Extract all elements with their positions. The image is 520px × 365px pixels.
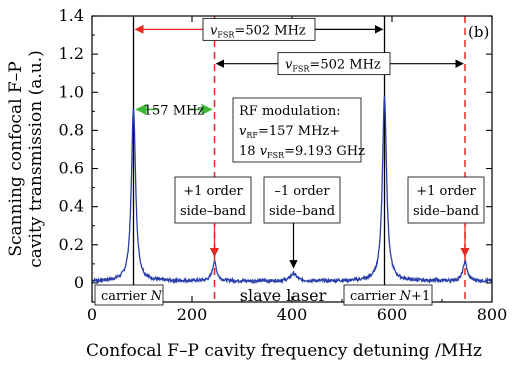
sideband-minus1: –1 order side–band <box>263 176 341 269</box>
x-axis-label: Confocal F–P cavity frequency detuning /… <box>86 341 482 361</box>
fsr-annotation-mid: vFSR=502 MHz <box>215 52 464 76</box>
rf-box-line3: 18 vFSR=9.193 GHz <box>239 144 365 160</box>
rf-box-frame <box>232 97 362 163</box>
spacing-label: 157 MHz <box>144 103 205 118</box>
sideband-plus1-left-line2: side–band <box>180 204 246 219</box>
rf-modulation-box: RF modulation: vRF=157 MHz+ 18 vFSR=9.19… <box>232 97 365 163</box>
fsr-mid-box <box>277 52 391 76</box>
fsr-mid-label: vFSR=502 MHz <box>285 58 381 74</box>
sideband-plus1-right: +1 order side–band <box>407 176 485 258</box>
rf-box-line2: vRF=157 MHz+ <box>239 124 340 140</box>
sideband-plus1-left-line1: +1 order <box>183 184 243 199</box>
carrier-n1-text: carrier N+1 <box>350 289 430 304</box>
rf-box-line1: RF modulation: <box>239 104 341 119</box>
y-axis-label-line1: Scanning confocal F–P <box>6 61 26 256</box>
y-axis-ticks: 0 0.2 0.4 0.6 0.8 1.0 1.2 1.4 <box>59 6 492 292</box>
y-tick-label: 0.2 <box>59 235 84 254</box>
x-tick-label: 200 <box>177 305 208 324</box>
spacing-annotation: 157 MHz <box>135 103 213 118</box>
sideband-plus1-right-line1: +1 order <box>416 184 476 199</box>
sideband-plus1-left: +1 order side–band <box>174 176 252 258</box>
series-transmission-line <box>91 96 493 285</box>
panel-label: (b) <box>468 23 489 41</box>
fsr-top-label: vFSR=502 MHz <box>210 23 306 39</box>
y-tick-label: 0.8 <box>59 120 84 139</box>
carrier-n-box <box>94 284 164 306</box>
sideband-minus1-line1: –1 order <box>274 184 330 199</box>
sideband-minus1-line2: side–band <box>269 204 335 219</box>
sideband-plus1-right-box <box>407 176 485 224</box>
sideband-plus1-right-line2: side–band <box>413 204 479 219</box>
y-axis-label-line2: cavity transmission (a.u.) <box>26 50 46 268</box>
x-tick-label: 800 <box>477 305 508 324</box>
fsr-annotation-top: vFSR=502 MHz <box>134 17 384 41</box>
y-tick-label: 0.4 <box>59 197 84 216</box>
y-tick-label: 0.6 <box>59 159 84 178</box>
x-tick-label: 400 <box>277 305 308 324</box>
y-tick-label: 1.0 <box>59 82 84 101</box>
fsr-top-box <box>202 17 316 41</box>
sideband-minus1-box <box>263 176 341 224</box>
y-tick-label: 1.2 <box>59 44 84 63</box>
carrier-n1-label: carrier N+1 <box>343 284 433 306</box>
y-tick-label: 1.4 <box>59 6 84 25</box>
carrier-n1-box <box>343 284 433 306</box>
carrier-n-label: carrier N <box>94 284 164 306</box>
y-tick-label: 0 <box>74 273 84 292</box>
slave-laser-label: slave laser <box>240 286 327 305</box>
carrier-n-text: carrier N <box>101 289 163 304</box>
x-tick-label: 0 <box>87 305 97 324</box>
sideband-plus1-left-box <box>174 176 252 224</box>
x-tick-label: 600 <box>377 305 408 324</box>
x-axis-ticks: 0 200 400 600 800 <box>87 16 507 324</box>
